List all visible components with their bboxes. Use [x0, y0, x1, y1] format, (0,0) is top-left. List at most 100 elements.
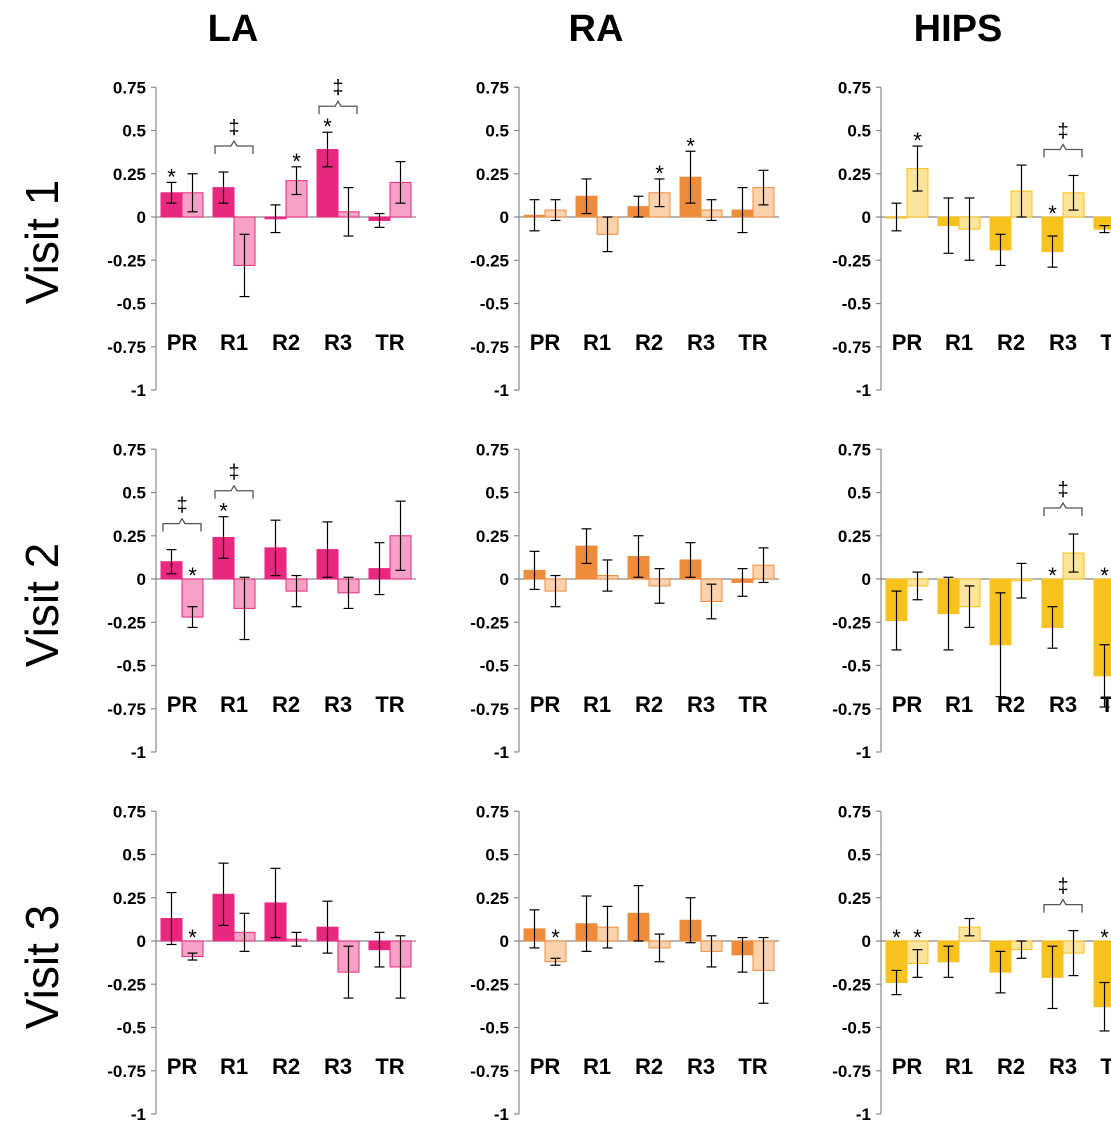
- y-tick-label: 0.25: [113, 165, 146, 184]
- significance-star: *: [188, 925, 197, 950]
- dagger-bracket: [1043, 501, 1083, 517]
- category-label: R1: [220, 692, 248, 717]
- category-label: R3: [324, 692, 352, 717]
- significance-star: *: [1100, 563, 1109, 588]
- category-label: R1: [583, 1054, 611, 1079]
- category-label: R2: [997, 1054, 1025, 1079]
- y-tick-label: -0.25: [832, 251, 871, 270]
- y-tick-label: -0.75: [832, 338, 871, 357]
- y-tick-label: 0.25: [838, 527, 871, 546]
- chart-panel: 0.75 0.5 0.25 0 -0.25 -0.5 -0.75 -1 PR R1 R2 R3 TR * *…: [832, 78, 1111, 400]
- significance-star: *: [551, 925, 560, 950]
- y-tick-label: -1: [856, 743, 871, 762]
- dagger-symbol: ‡: [228, 117, 239, 139]
- bar: [1093, 578, 1111, 677]
- chart-panel: 0.75 0.5 0.25 0 -0.25 -0.5 -0.75 -1 PR R1 R2 R3 TR * *…: [832, 440, 1111, 762]
- chart-panel: 0.75 0.5 0.25 0 -0.25 -0.5 -0.75 -1 PR R1 R2 R3 TR * *…: [107, 440, 416, 762]
- category-label: R3: [1049, 1054, 1077, 1079]
- y-tick-label: 0.5: [847, 122, 871, 141]
- y-tick-label: 0.5: [847, 484, 871, 503]
- y-tick-label: 0: [500, 570, 509, 589]
- category-label: R1: [220, 330, 248, 355]
- y-tick-label: 0.5: [485, 122, 509, 141]
- category-label: TR: [375, 1054, 404, 1079]
- y-tick-label: -0.5: [117, 1019, 146, 1038]
- category-label: R3: [687, 1054, 715, 1079]
- significance-star: *: [686, 133, 695, 158]
- dagger-bracket: [1043, 143, 1083, 158]
- dagger-symbol: ‡: [332, 77, 343, 99]
- category-label: PR: [530, 1054, 561, 1079]
- y-tick-label: -0.5: [117, 657, 146, 676]
- y-tick-label: 0.75: [476, 78, 509, 97]
- y-tick-label: -0.75: [107, 1062, 146, 1081]
- y-tick-label: 0: [500, 932, 509, 951]
- y-tick-label: 0.25: [113, 889, 146, 908]
- y-tick-label: -0.5: [480, 295, 509, 314]
- y-tick-label: -1: [494, 1105, 509, 1124]
- y-tick-label: 0.5: [847, 846, 871, 865]
- category-label: R1: [583, 692, 611, 717]
- y-tick-label: -0.75: [832, 1062, 871, 1081]
- significance-star: *: [913, 925, 922, 950]
- category-label: TR: [1100, 692, 1111, 717]
- y-tick-label: 0.75: [838, 440, 871, 459]
- chart-panel: 0.75 0.5 0.25 0 -0.25 -0.5 -0.75 -1 PR R1 R2 R3 TR * *…: [832, 802, 1111, 1124]
- chart-panel: 0.75 0.5 0.25 0 -0.25 -0.5 -0.75 -1 PR R1 R2 R3 TR * *: [470, 78, 779, 400]
- y-tick-label: -0.75: [470, 338, 509, 357]
- y-tick-label: 0.25: [838, 889, 871, 908]
- column-title-ra: RA: [569, 8, 624, 50]
- category-label: R1: [945, 1054, 973, 1079]
- y-tick-label: -0.5: [480, 1019, 509, 1038]
- y-tick-label: -0.25: [107, 613, 146, 632]
- y-tick-label: 0.75: [476, 802, 509, 821]
- category-label: R1: [945, 692, 973, 717]
- y-tick-label: 0.25: [476, 889, 509, 908]
- chart-panel: 0.75 0.5 0.25 0 -0.25 -0.5 -0.75 -1 PR R1 R2 R3 TR: [470, 440, 779, 762]
- y-tick-label: 0: [862, 570, 871, 589]
- dagger-bracket: [214, 139, 254, 155]
- category-label: PR: [167, 692, 198, 717]
- y-tick-label: -0.25: [107, 975, 146, 994]
- y-tick-label: -0.25: [470, 975, 509, 994]
- significance-star: *: [1100, 925, 1109, 950]
- column-title-hips: HIPS: [914, 8, 1003, 50]
- y-tick-label: -0.75: [470, 700, 509, 719]
- y-tick-label: 0.5: [122, 846, 146, 865]
- column-title-la: LA: [208, 8, 259, 50]
- category-label: R2: [272, 330, 300, 355]
- significance-star: *: [188, 563, 197, 588]
- category-label: R2: [997, 330, 1025, 355]
- category-label: R2: [635, 692, 663, 717]
- y-tick-label: -1: [131, 381, 146, 400]
- significance-star: *: [167, 164, 176, 189]
- category-label: R3: [687, 692, 715, 717]
- category-label: PR: [167, 1054, 198, 1079]
- category-label: TR: [738, 330, 767, 355]
- category-label: R3: [1049, 692, 1077, 717]
- y-tick-label: -0.25: [832, 613, 871, 632]
- category-label: R3: [324, 1054, 352, 1079]
- category-label: R1: [945, 330, 973, 355]
- y-tick-label: 0: [137, 932, 146, 951]
- y-tick-label: -0.5: [480, 657, 509, 676]
- y-tick-label: -1: [131, 1105, 146, 1124]
- category-label: R1: [220, 1054, 248, 1079]
- dagger-bracket: [214, 484, 254, 499]
- y-tick-label: -0.75: [107, 338, 146, 357]
- chart-panel: 0.75 0.5 0.25 0 -0.25 -0.5 -0.75 -1 PR R1 R2 R3 TR *: [107, 802, 416, 1124]
- chart-panel: 0.75 0.5 0.25 0 -0.25 -0.5 -0.75 -1 PR R1 R2 R3 TR *: [470, 802, 779, 1124]
- row-title-visit-1: Visit 1: [16, 180, 68, 304]
- y-tick-label: 0.75: [113, 802, 146, 821]
- y-tick-label: 0.5: [485, 484, 509, 503]
- dagger-bracket: [162, 517, 202, 532]
- y-tick-label: -1: [856, 1105, 871, 1124]
- y-tick-label: -0.75: [107, 700, 146, 719]
- bar: [1093, 940, 1111, 1008]
- y-tick-label: -1: [494, 381, 509, 400]
- dagger-bracket: [1043, 898, 1083, 913]
- category-label: TR: [1100, 1054, 1111, 1079]
- category-label: PR: [530, 692, 561, 717]
- significance-star: *: [1048, 201, 1057, 226]
